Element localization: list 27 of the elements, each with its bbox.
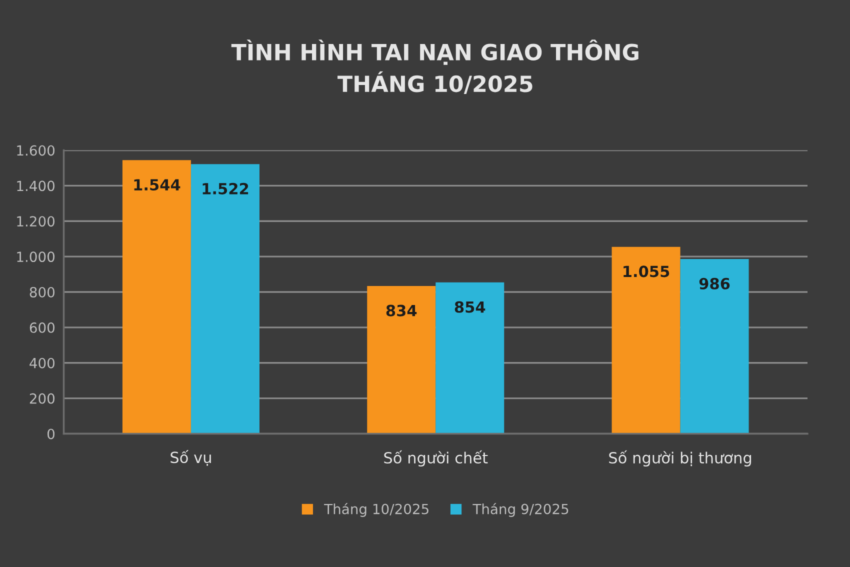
data-label: 1.522 (202, 182, 248, 194)
legend-label: Tháng 10/2025 (324, 502, 428, 517)
chart-title: TÌNH HÌNH TAI NẠN GIAO THÔNG THÁNG 10/2025 (231, 40, 638, 94)
bar (436, 282, 504, 434)
legend-label: Tháng 9/2025 (472, 502, 568, 517)
bar (367, 286, 436, 434)
bar (680, 259, 749, 434)
data-label: 834 (386, 304, 417, 316)
y-tick-label: 1.400 (17, 180, 54, 192)
bar (122, 160, 191, 434)
x-tick-label: Số vụ (170, 450, 211, 466)
data-label: 1.055 (624, 266, 670, 278)
bar (190, 164, 260, 434)
y-tick-label: 1.200 (17, 216, 54, 227)
y-tick-label: 1.000 (17, 252, 54, 262)
y-tick-label: 400 (30, 358, 54, 368)
x-tick-label: Số người bị thương (609, 450, 752, 467)
y-tick-label: 800 (30, 286, 54, 298)
y-tick-label: 1.600 (17, 145, 54, 156)
bar (612, 246, 680, 434)
x-tick-label: Số người chết (384, 450, 488, 467)
data-label: 986 (699, 278, 730, 290)
y-tick-label: 200 (30, 393, 54, 404)
y-tick-label: 0 (47, 428, 54, 440)
y-tick-label: 600 (30, 322, 54, 333)
data-label: 854 (454, 301, 486, 313)
data-label: 1.544 (134, 179, 180, 191)
